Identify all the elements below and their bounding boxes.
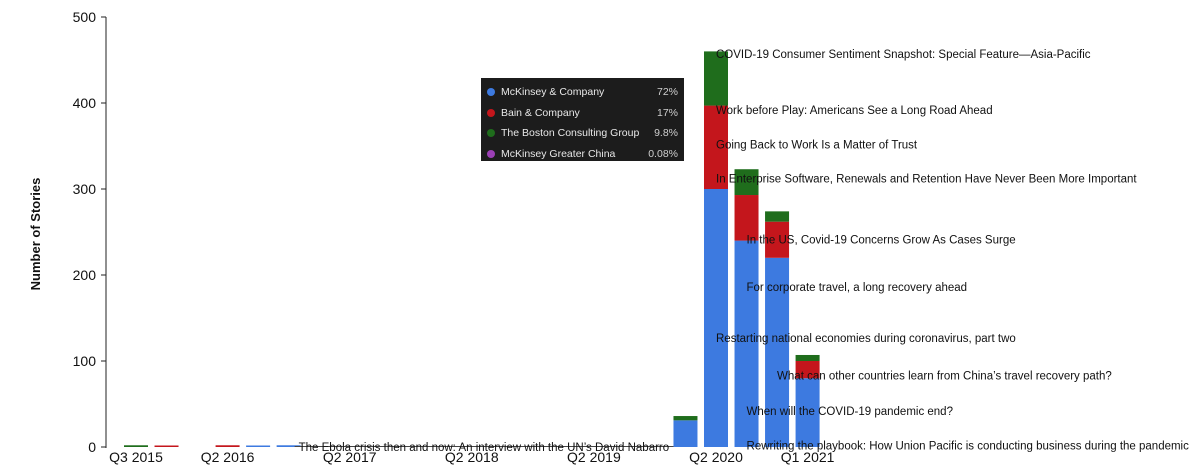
bar-segment[interactable] <box>734 195 759 241</box>
y-axis-label: Number of Stories <box>28 178 43 291</box>
legend-percent: 9.8% <box>654 127 678 140</box>
y-tick-label: 100 <box>73 353 97 369</box>
annotation-label: The Ebola crisis then and now: An interv… <box>299 442 670 454</box>
legend-label: McKinsey & Company <box>501 86 605 99</box>
annotation-label: COVID-19 Consumer Sentiment Snapshot: Sp… <box>716 49 1091 61</box>
bar-segment[interactable] <box>704 51 728 106</box>
legend-label: The Boston Consulting Group <box>501 127 640 140</box>
bar-segment[interactable] <box>124 445 148 447</box>
legend-marker-mckinsey <box>487 88 495 97</box>
bar-segment[interactable] <box>154 445 179 448</box>
x-axis: Q3 2015 Q2 2016 Q2 2017 Q2 2018 Q2 2019 Q2 20… <box>109 449 835 465</box>
legend-item-bcg[interactable]: The Boston Consulting Group 9.8% <box>481 123 684 144</box>
legend-percent: 0.08% <box>648 147 678 160</box>
legend-item-mckinsey[interactable]: McKinsey & Company 72% <box>481 82 684 103</box>
annotation-label: When will the COVID-19 pandemic end? <box>747 406 953 418</box>
annotation-label: For corporate travel, a long recovery ah… <box>747 282 968 294</box>
legend-percent: 72% <box>656 86 678 99</box>
bar-segment[interactable] <box>704 105 728 189</box>
bar-segment[interactable] <box>276 445 301 447</box>
bar-segment[interactable] <box>795 354 820 361</box>
y-tick-label: 0 <box>88 439 96 455</box>
bar-segment[interactable] <box>795 361 820 379</box>
legend-marker-mckinsey-greater-china <box>487 149 495 158</box>
x-tick-label: Q2 2016 <box>201 449 255 465</box>
x-tick-label: Q2 2018 <box>445 449 499 465</box>
annotation-label: In Enterprise Software, Renewals and Ret… <box>716 174 1137 186</box>
bar-segment[interactable] <box>215 445 240 447</box>
legend-item-mckinsey-greater-china[interactable]: McKinsey Greater China 0.08% <box>481 144 684 165</box>
annotation-label: Restarting national economies during cor… <box>716 333 1016 345</box>
legend-marker-bain <box>487 108 495 117</box>
legend-label: Bain & Company <box>501 106 580 119</box>
legend-label: McKinsey Greater China <box>501 147 616 160</box>
y-tick-label: 400 <box>73 95 97 111</box>
bar-segment[interactable] <box>765 211 790 222</box>
annotations-group: COVID-19 Consumer Sentiment Snapshot: Sp… <box>294 49 1190 454</box>
bar-segment[interactable] <box>734 169 759 196</box>
annotation-label: Work before Play: Americans See a Long R… <box>716 105 993 117</box>
bar-segment[interactable] <box>734 240 759 447</box>
x-tick-label: Q2 2019 <box>567 449 621 465</box>
annotation-label: In the US, Covid-19 Concerns Grow As Cas… <box>747 235 1016 247</box>
bar-segment[interactable] <box>246 445 271 448</box>
bar-segment[interactable] <box>673 420 698 447</box>
bar-segment[interactable] <box>795 378 820 447</box>
legend-marker-bcg <box>487 129 495 138</box>
annotation-label: What can other countries learn from Chin… <box>777 371 1112 383</box>
bar-segment[interactable] <box>673 416 698 421</box>
legend-tooltip: McKinsey & Company 72% Bain & Company 17… <box>481 78 684 161</box>
legend-percent: 17% <box>656 106 678 119</box>
bar-segment[interactable] <box>765 257 790 447</box>
bar-segment[interactable] <box>704 189 728 447</box>
bars-group <box>124 51 820 447</box>
x-tick-label: Q2 2020 <box>689 449 743 465</box>
x-tick-label: Q1 2021 <box>781 449 835 465</box>
y-tick-label: 200 <box>73 267 97 283</box>
annotation-label: Going Back to Work Is a Matter of Trust <box>716 139 918 151</box>
y-axis: 0 100 200 300 400 500 <box>73 9 107 455</box>
y-tick-label: 500 <box>73 9 97 25</box>
x-tick-label: Q3 2015 <box>109 449 163 465</box>
x-tick-label: Q2 2017 <box>323 449 377 465</box>
bar-segment[interactable] <box>765 221 790 258</box>
legend-item-bain[interactable]: Bain & Company 17% <box>481 103 684 124</box>
y-tick-label: 300 <box>73 181 97 197</box>
annotation-label: Rewriting the playbook: How Union Pacifi… <box>747 440 1190 452</box>
